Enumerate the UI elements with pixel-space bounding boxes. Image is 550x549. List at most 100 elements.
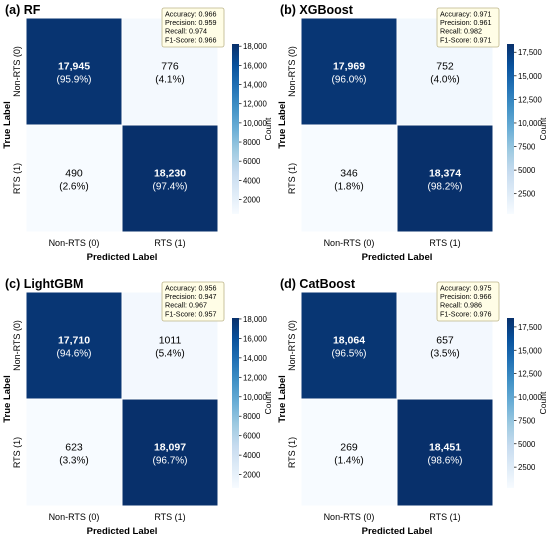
panel-title: (d) CatBoost xyxy=(280,277,356,291)
cell-percent-label: (1.4%) xyxy=(334,456,363,467)
metric-text: Precision: 0.961 xyxy=(440,18,492,27)
x-axis-label: Predicted Label xyxy=(362,526,433,537)
colorbar-tick-label: 10,000 xyxy=(518,393,543,402)
colorbar xyxy=(507,44,514,214)
metric-text: F1-Score: 0.957 xyxy=(165,309,217,318)
cell-percent-label: (98.2%) xyxy=(427,182,462,193)
cell-count-label: 17,969 xyxy=(333,61,365,73)
cell-count-label: 490 xyxy=(65,168,83,180)
colorbar-tick-label: 15,000 xyxy=(518,346,543,355)
metric-text: Accuracy: 0.956 xyxy=(165,284,217,293)
y-tick-label: RTS (1) xyxy=(12,437,22,468)
colorbar-tick-label: 2500 xyxy=(518,463,536,472)
x-axis-label: Predicted Label xyxy=(362,252,433,263)
y-tick-label: RTS (1) xyxy=(12,163,22,194)
cell-count-label: 752 xyxy=(436,61,454,73)
metric-text: F1-Score: 0.966 xyxy=(165,35,217,44)
metric-text: Precision: 0.966 xyxy=(440,292,492,301)
heatmap-cell xyxy=(300,17,398,126)
y-axis-label: True Label xyxy=(2,375,13,423)
metrics-box xyxy=(161,7,225,48)
x-tick-label: RTS (1) xyxy=(154,238,185,248)
cell-count-label: 1011 xyxy=(159,335,182,347)
cell-count-label: 269 xyxy=(340,442,358,454)
cell-percent-label: (4.0%) xyxy=(430,75,459,86)
cell-percent-label: (4.1%) xyxy=(155,75,184,86)
metric-text: F1-Score: 0.976 xyxy=(440,309,492,318)
heatmap-cell xyxy=(300,291,398,400)
colorbar-tick-label: 10,000 xyxy=(243,119,268,128)
cell-count-label: 17,710 xyxy=(58,335,90,347)
colorbar-label: Count xyxy=(263,117,273,140)
heatmap-cell xyxy=(300,398,398,507)
panel: (d) CatBoost 18,064 (96.5%) 657 (3.5%) 269 (1.… xyxy=(277,277,548,537)
cell-count-label: 346 xyxy=(340,168,358,180)
heatmap-cell xyxy=(396,124,494,233)
cell-percent-label: (1.8%) xyxy=(334,182,363,193)
panel: (c) LightGBM 17,710 (94.6%) 1011 (5.4%) 623 (3… xyxy=(2,277,273,537)
heatmap-cell xyxy=(25,291,123,400)
heatmap-cell xyxy=(396,398,494,507)
colorbar-label: Count xyxy=(538,391,548,414)
cell-percent-label: (5.4%) xyxy=(155,349,184,360)
colorbar-tick-label: 2000 xyxy=(243,471,261,480)
cell-percent-label: (96.5%) xyxy=(331,349,366,360)
colorbar-tick-label: 4000 xyxy=(243,176,261,185)
colorbar-tick-label: 12,000 xyxy=(243,100,268,109)
colorbar-tick-label: 4000 xyxy=(243,451,261,460)
metric-text: F1-Score: 0.971 xyxy=(440,35,492,44)
panel-title: (c) LightGBM xyxy=(5,277,83,291)
cell-count-label: 623 xyxy=(65,442,83,454)
colorbar-tick-label: 5000 xyxy=(518,166,536,175)
colorbar xyxy=(507,318,514,488)
colorbar-tick-label: 6000 xyxy=(243,432,261,441)
colorbar-tick-label: 2500 xyxy=(518,190,536,199)
cell-percent-label: (97.4%) xyxy=(152,182,187,193)
colorbar-tick-label: 17,500 xyxy=(518,323,543,332)
y-tick-label: RTS (1) xyxy=(287,437,297,468)
cell-percent-label: (3.5%) xyxy=(430,349,459,360)
y-tick-label: Non-RTS (0) xyxy=(12,46,22,97)
metric-text: Recall: 0.967 xyxy=(165,301,207,310)
y-axis-label: True Label xyxy=(277,375,288,423)
heatmap-cell xyxy=(25,124,123,233)
colorbar-tick-label: 14,000 xyxy=(243,81,268,90)
colorbar-tick-label: 12,500 xyxy=(518,370,543,379)
colorbar-tick-label: 17,500 xyxy=(518,48,543,57)
panel: (a) RF 17,945 (95.9%) 776 (4.1%) 490 (2.6%) 18,… xyxy=(2,3,273,263)
cell-percent-label: (96.7%) xyxy=(152,456,187,467)
cell-count-label: 18,451 xyxy=(429,442,461,454)
colorbar-tick-label: 7500 xyxy=(518,416,536,425)
x-axis-label: Predicted Label xyxy=(87,526,158,537)
y-axis-label: True Label xyxy=(277,101,288,149)
colorbar-tick-label: 12,500 xyxy=(518,95,543,104)
colorbar-tick-label: 10,000 xyxy=(518,119,543,128)
colorbar-tick-label: 5000 xyxy=(518,440,536,449)
x-tick-label: Non-RTS (0) xyxy=(49,512,100,522)
colorbar-tick-label: 18,000 xyxy=(243,42,268,51)
panel: (b) XGBoost 17,969 (96.0%) 752 (4.0%) 346 (1.8… xyxy=(277,3,548,263)
y-tick-label: Non-RTS (0) xyxy=(287,320,297,371)
y-tick-label: RTS (1) xyxy=(287,163,297,194)
colorbar-tick-label: 7500 xyxy=(518,143,536,152)
metric-text: Accuracy: 0.971 xyxy=(440,10,492,19)
metric-text: Recall: 0.982 xyxy=(440,27,482,36)
colorbar-tick-label: 8000 xyxy=(243,412,261,421)
colorbar-tick-label: 10,000 xyxy=(243,393,268,402)
heatmap-cell xyxy=(25,17,123,126)
cell-count-label: 17,945 xyxy=(58,61,90,73)
x-tick-label: RTS (1) xyxy=(154,512,185,522)
metric-text: Accuracy: 0.966 xyxy=(165,10,217,19)
metrics-box xyxy=(161,281,225,322)
heatmap-cell xyxy=(121,124,219,233)
colorbar-tick-label: 6000 xyxy=(243,157,261,166)
colorbar-tick-label: 2000 xyxy=(243,196,261,205)
panel-title: (b) XGBoost xyxy=(280,3,354,17)
cell-count-label: 18,230 xyxy=(154,168,186,180)
metrics-box xyxy=(436,7,500,48)
metric-text: Accuracy: 0.975 xyxy=(440,284,492,293)
metric-text: Recall: 0.986 xyxy=(440,301,482,310)
panel-title: (a) RF xyxy=(5,3,41,17)
x-tick-label: Non-RTS (0) xyxy=(324,238,375,248)
cell-percent-label: (2.6%) xyxy=(59,182,88,193)
